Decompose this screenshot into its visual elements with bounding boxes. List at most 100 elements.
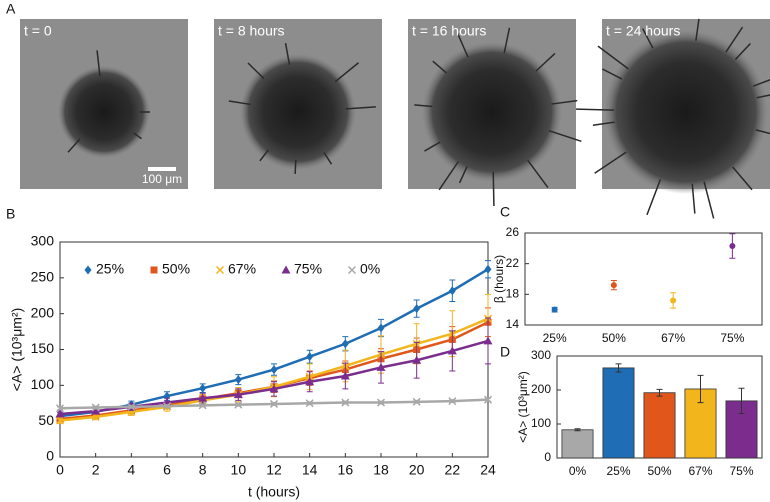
x-tick-label: 0% bbox=[569, 464, 587, 478]
sprout bbox=[458, 166, 468, 184]
x-tick-label: 75% bbox=[720, 331, 744, 345]
legend-marker bbox=[347, 265, 357, 275]
y-tick-label: 100 bbox=[531, 416, 551, 430]
x-tick-label: 10 bbox=[231, 462, 247, 478]
y-tick-label: 22 bbox=[506, 256, 520, 270]
image-label: t = 24 hours bbox=[606, 23, 680, 39]
sprout bbox=[67, 138, 81, 153]
sprout bbox=[756, 94, 770, 99]
x-tick-label: 67% bbox=[688, 464, 712, 478]
sprout bbox=[503, 27, 511, 54]
sprout bbox=[424, 141, 441, 152]
sprout bbox=[602, 68, 623, 80]
scale-bar bbox=[148, 167, 176, 171]
x-tick-label: 18 bbox=[373, 462, 389, 478]
sprout bbox=[734, 43, 751, 61]
x-tick-label: 50% bbox=[602, 331, 626, 345]
marker bbox=[341, 339, 349, 349]
error-bar bbox=[738, 387, 745, 414]
sprout bbox=[438, 161, 459, 191]
sprout bbox=[594, 151, 627, 174]
sprout bbox=[132, 132, 142, 140]
legend-marker bbox=[281, 265, 291, 274]
marker bbox=[340, 371, 350, 380]
y-tick-label: 50 bbox=[38, 412, 54, 428]
panel-letter: A bbox=[6, 1, 16, 17]
marker bbox=[91, 403, 100, 412]
x-tick-label: 12 bbox=[266, 462, 282, 478]
marker bbox=[55, 404, 65, 413]
x-tick-label: 22 bbox=[445, 462, 461, 478]
panel-letter: D bbox=[500, 344, 510, 360]
x-tick-label: 2 bbox=[92, 462, 100, 478]
marker bbox=[234, 375, 242, 385]
x-tick-label: 8 bbox=[199, 462, 207, 478]
y-tick-label: 300 bbox=[531, 348, 551, 362]
point bbox=[729, 243, 736, 250]
sprout bbox=[345, 106, 376, 110]
marker bbox=[483, 395, 493, 404]
y-tick-label: 150 bbox=[31, 340, 55, 356]
sprout bbox=[732, 166, 753, 191]
point bbox=[551, 306, 558, 313]
sprout bbox=[592, 121, 615, 127]
marker bbox=[483, 336, 493, 345]
panel-letter: C bbox=[500, 204, 510, 220]
marker bbox=[305, 399, 314, 408]
x-tick-label: 67% bbox=[661, 331, 685, 345]
legend-label: 67% bbox=[228, 261, 256, 277]
sprout bbox=[548, 129, 582, 142]
x-tick-label: 24 bbox=[480, 462, 496, 478]
marker bbox=[377, 323, 385, 333]
marker bbox=[484, 264, 492, 274]
marker bbox=[269, 384, 279, 393]
plot-frame bbox=[59, 241, 489, 458]
y-tick-label: 14 bbox=[506, 317, 520, 331]
sprout bbox=[414, 104, 433, 108]
image-label: t = 8 hours bbox=[218, 23, 285, 39]
y-tick-label: 300 bbox=[31, 233, 55, 249]
marker bbox=[447, 346, 457, 355]
sprout bbox=[432, 60, 447, 74]
legend-label: 75% bbox=[294, 261, 322, 277]
sprout bbox=[551, 99, 578, 105]
sprout bbox=[725, 26, 744, 53]
marker bbox=[412, 355, 422, 364]
marker bbox=[234, 400, 243, 409]
y-tick-label: 200 bbox=[31, 304, 55, 320]
sprout bbox=[492, 171, 495, 206]
x-tick-label: 6 bbox=[163, 462, 171, 478]
sprout bbox=[752, 78, 770, 87]
legend-marker bbox=[84, 265, 92, 275]
y-axis-label: β (hours) bbox=[492, 255, 506, 303]
error-bar bbox=[656, 388, 663, 397]
sprout bbox=[294, 159, 297, 174]
marker bbox=[376, 362, 386, 371]
point bbox=[610, 282, 617, 289]
marker bbox=[412, 397, 421, 406]
x-tick-label: 25% bbox=[543, 331, 567, 345]
x-tick-label: 25% bbox=[606, 464, 630, 478]
sprout bbox=[284, 42, 291, 65]
marker bbox=[198, 393, 208, 402]
y-tick-label: 0 bbox=[544, 450, 551, 464]
y-axis-label: <A> (10³μm²) bbox=[9, 308, 25, 392]
x-tick-label: 16 bbox=[338, 462, 354, 478]
legend-label: 50% bbox=[162, 261, 190, 277]
y-tick-label: 250 bbox=[31, 269, 55, 285]
sprout bbox=[527, 159, 549, 189]
scale-bar-label: 100 μm bbox=[142, 172, 182, 186]
image-label: t = 0 bbox=[24, 23, 52, 39]
sprout bbox=[646, 179, 662, 216]
spheroid bbox=[58, 66, 150, 158]
sprout bbox=[228, 100, 251, 106]
sprout bbox=[96, 50, 101, 77]
x-tick-label: 20 bbox=[409, 462, 425, 478]
marker bbox=[376, 398, 386, 407]
panel-letter: B bbox=[6, 206, 15, 222]
error-bar bbox=[697, 374, 704, 404]
legend-marker bbox=[150, 266, 158, 274]
marker bbox=[55, 409, 65, 418]
plot-frame bbox=[524, 232, 763, 326]
y-tick-label: 26 bbox=[506, 225, 520, 239]
